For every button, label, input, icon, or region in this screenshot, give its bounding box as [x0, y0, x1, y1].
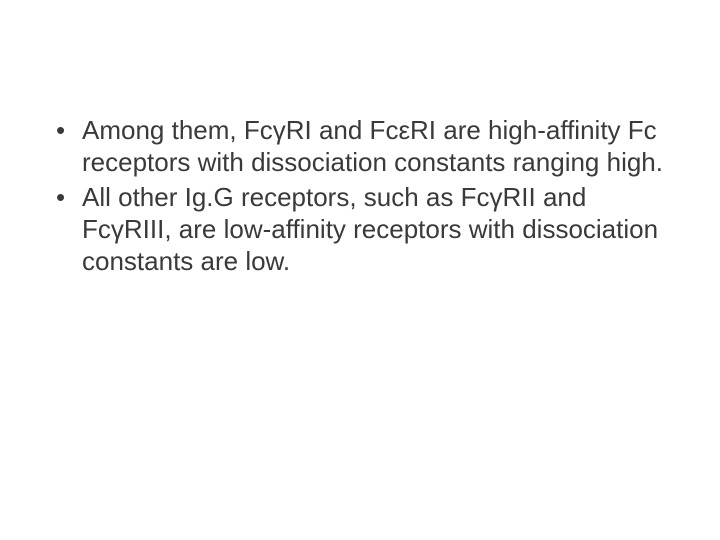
- list-item: Among them, FcγRI and FcεRI are high-aff…: [50, 115, 670, 178]
- bullet-text: Among them, FcγRI and FcεRI are high-aff…: [82, 115, 663, 177]
- bullet-text: All other Ig.G receptors, such as FcγRII…: [82, 182, 658, 275]
- list-item: All other Ig.G receptors, such as FcγRII…: [50, 182, 670, 277]
- bullet-list: Among them, FcγRI and FcεRI are high-aff…: [50, 115, 670, 278]
- slide: Among them, FcγRI and FcεRI are high-aff…: [0, 0, 720, 540]
